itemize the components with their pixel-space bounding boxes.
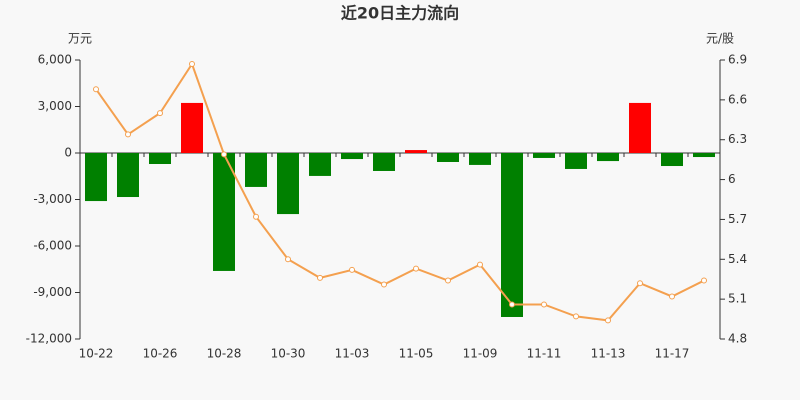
y-tick-label: -6,000	[33, 239, 72, 253]
y2-tick-label: 5.7	[728, 212, 747, 226]
bar	[629, 102, 651, 153]
x-tick-label: 11-09	[463, 347, 498, 361]
price-point	[669, 293, 675, 300]
price-point	[477, 261, 483, 268]
bar	[277, 153, 299, 215]
price-point	[605, 317, 611, 324]
price-point	[701, 277, 707, 284]
y2-tick-label: 4.8	[728, 332, 747, 346]
y-tick-label: 3,000	[38, 99, 72, 113]
y-tick-label: -12,000	[26, 332, 72, 346]
x-tick-label: 10-26	[143, 347, 178, 361]
x-tick-label: 11-13	[591, 347, 626, 361]
bar	[309, 153, 331, 176]
y2-tick-label: 6.3	[728, 132, 747, 146]
price-point	[381, 281, 387, 288]
price-point	[317, 274, 323, 281]
y2-tick-label: 6	[728, 172, 736, 186]
bar	[213, 153, 235, 271]
price-point	[637, 280, 643, 287]
bar	[149, 153, 171, 165]
y-tick-label: 0	[64, 146, 72, 160]
y-tick-label: 6,000	[38, 53, 72, 67]
price-point	[445, 277, 451, 284]
y-tick-label: -9,000	[33, 285, 72, 299]
bar	[245, 153, 267, 187]
price-point	[221, 151, 227, 158]
bar	[469, 153, 491, 165]
bar	[597, 153, 619, 162]
bar	[85, 153, 107, 202]
price-point	[573, 313, 579, 320]
price-point	[189, 60, 195, 67]
price-point	[285, 256, 291, 263]
bar	[533, 153, 555, 158]
price-point	[253, 213, 259, 220]
bar	[693, 153, 715, 158]
y2-axis-label: 元/股	[706, 32, 734, 46]
bar	[341, 153, 363, 160]
bar	[181, 102, 203, 153]
bar	[565, 153, 587, 169]
y2-tick-label: 6.9	[728, 53, 747, 67]
bar	[405, 150, 427, 153]
bar	[501, 153, 523, 317]
y-tick-label: -3,000	[33, 192, 72, 206]
price-point	[93, 86, 99, 93]
price-point	[349, 266, 355, 273]
price-line	[95, 61, 705, 322]
y2-tick-label: 5.4	[728, 252, 747, 266]
y2-tick-label: 6.6	[728, 92, 747, 106]
price-point	[125, 131, 131, 138]
price-point	[413, 265, 419, 272]
price-point	[509, 301, 515, 308]
x-tick-label: 10-28	[207, 347, 242, 361]
price-point	[541, 301, 547, 308]
x-tick-label: 10-30	[271, 347, 306, 361]
price-point	[157, 110, 163, 117]
bar	[661, 153, 683, 167]
x-tick-label: 11-17	[655, 347, 690, 361]
y2-tick-label: 5.1	[728, 292, 747, 306]
x-tick-label: 10-22	[79, 347, 114, 361]
bar	[117, 153, 139, 198]
x-tick-label: 11-11	[527, 347, 562, 361]
x-tick-label: 11-03	[335, 347, 370, 361]
chart-title: 近20日主力流向	[341, 4, 459, 23]
x-tick-label: 11-05	[399, 347, 434, 361]
y-axis-label: 万元	[68, 32, 92, 46]
bar	[437, 153, 459, 162]
bar	[373, 153, 395, 171]
